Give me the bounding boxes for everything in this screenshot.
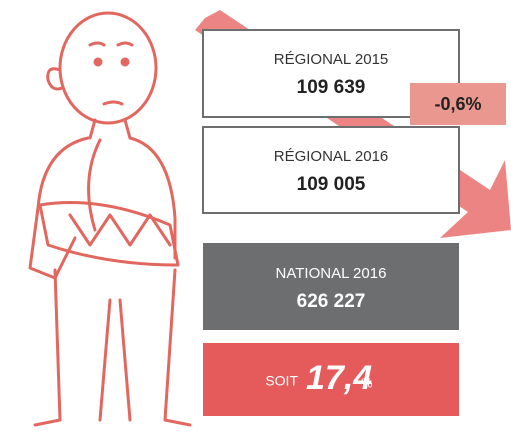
share-value: 17,4	[306, 359, 372, 397]
box-value: 109 639	[297, 77, 366, 98]
box-value: 109 005	[297, 174, 366, 195]
share-box	[203, 343, 459, 416]
share-prefix: SOIT	[265, 373, 298, 389]
change-label: -0,6%	[434, 94, 481, 114]
box-label: NATIONAL 2016	[276, 265, 387, 282]
box-national-2016	[203, 243, 459, 330]
box-label: RÉGIONAL 2016	[274, 148, 389, 165]
box-regional-2016	[202, 126, 460, 214]
box-label: RÉGIONAL 2015	[274, 51, 389, 68]
change-badge	[410, 83, 506, 125]
share-unit: %	[361, 375, 373, 390]
box-value: 626 227	[297, 291, 366, 312]
illustration	[28, 11, 192, 427]
